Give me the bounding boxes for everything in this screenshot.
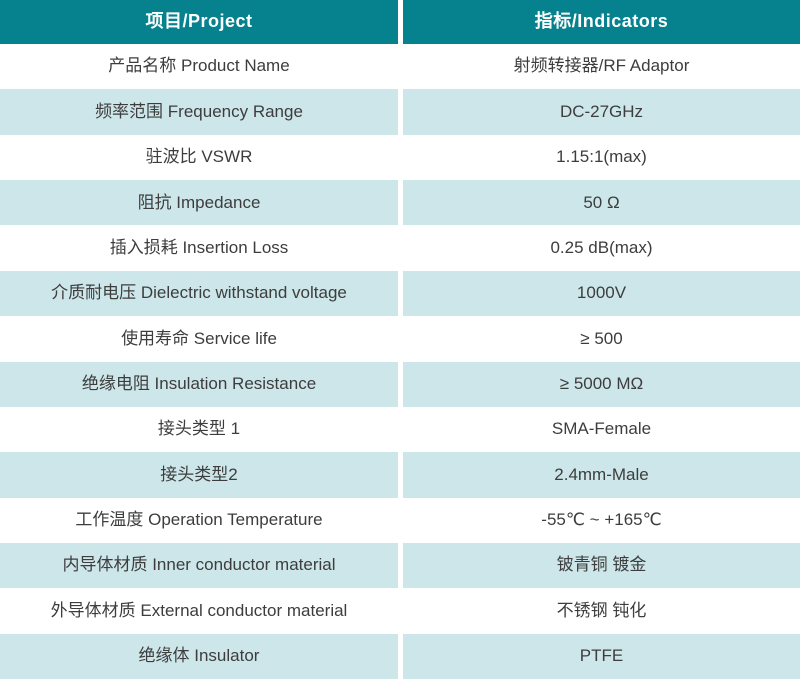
table-row: 驻波比 VSWR 1.15:1(max) (0, 134, 800, 181)
table-row: 接头类型 1 SMA-Female (0, 406, 800, 453)
indicator-cell: 50 Ω (403, 180, 800, 226)
table-row: 介质耐电压 Dielectric withstand voltage 1000V (0, 270, 800, 317)
project-cell: 内导体材质 Inner conductor material (0, 542, 398, 589)
project-cell: 产品名称 Product Name (0, 44, 398, 90)
indicator-cell: -55℃ ~ +165℃ (403, 497, 800, 543)
indicator-cell: 2.4mm-Male (403, 452, 800, 498)
table-row: 阻抗 Impedance 50 Ω (0, 180, 800, 226)
indicator-cell: ≥ 5000 MΩ (403, 361, 800, 407)
header-cell-project: 项目/Project (0, 0, 398, 44)
table-row: 插入损耗 Insertion Loss 0.25 dB(max) (0, 225, 800, 271)
table-row: 接头类型2 2.4mm-Male (0, 452, 800, 498)
project-cell: 接头类型 1 (0, 406, 398, 453)
table-row: 频率范围 Frequency Range DC-27GHz (0, 89, 800, 135)
table-row: 使用寿命 Service life ≥ 500 (0, 316, 800, 362)
project-cell: 驻波比 VSWR (0, 134, 398, 181)
indicator-cell: 0.25 dB(max) (403, 225, 800, 271)
project-cell: 插入损耗 Insertion Loss (0, 225, 398, 271)
table-row: 绝缘体 Insulator PTFE (0, 633, 800, 679)
table-row: 外导体材质 External conductor material 不锈钢 钝化 (0, 588, 800, 634)
indicator-cell: SMA-Female (403, 406, 800, 453)
project-cell: 绝缘电阻 Insulation Resistance (0, 361, 398, 407)
indicator-cell: ≥ 500 (403, 316, 800, 362)
indicator-cell: DC-27GHz (403, 89, 800, 135)
table-row: 工作温度 Operation Temperature -55℃ ~ +165℃ (0, 497, 800, 543)
project-cell: 阻抗 Impedance (0, 180, 398, 226)
table-row: 产品名称 Product Name 射频转接器/RF Adaptor (0, 44, 800, 90)
project-cell: 工作温度 Operation Temperature (0, 497, 398, 543)
indicator-cell: 不锈钢 钝化 (403, 588, 800, 634)
project-cell: 接头类型2 (0, 452, 398, 498)
indicator-cell: 1000V (403, 270, 800, 317)
project-cell: 外导体材质 External conductor material (0, 588, 398, 634)
header-cell-indicators: 指标/Indicators (403, 0, 800, 44)
project-cell: 使用寿命 Service life (0, 316, 398, 362)
indicator-cell: 射频转接器/RF Adaptor (403, 44, 800, 90)
indicator-cell: 1.15:1(max) (403, 134, 800, 181)
table-header-row: 项目/Project 指标/Indicators (0, 0, 800, 44)
table-row: 内导体材质 Inner conductor material 铍青铜 镀金 (0, 542, 800, 589)
project-cell: 介质耐电压 Dielectric withstand voltage (0, 270, 398, 317)
table-row: 绝缘电阻 Insulation Resistance ≥ 5000 MΩ (0, 361, 800, 407)
indicator-cell: 铍青铜 镀金 (403, 542, 800, 589)
project-cell: 频率范围 Frequency Range (0, 89, 398, 135)
indicator-cell: PTFE (403, 633, 800, 679)
project-cell: 绝缘体 Insulator (0, 633, 398, 679)
